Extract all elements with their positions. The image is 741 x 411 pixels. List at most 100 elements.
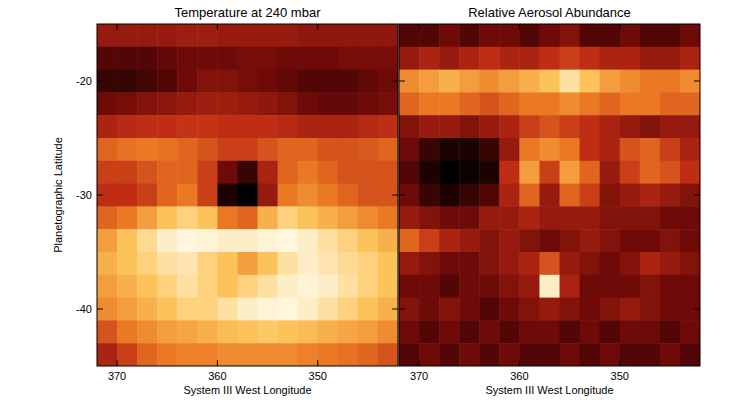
panel-title: Temperature at 240 mbar xyxy=(175,5,322,20)
heatmap-cell xyxy=(680,138,700,161)
heatmap-cell xyxy=(439,229,460,252)
heatmap-cell xyxy=(298,184,319,207)
heatmap-cell xyxy=(479,115,500,138)
y-tick xyxy=(392,309,398,310)
heatmap-cell xyxy=(258,161,279,184)
heatmap-cell xyxy=(97,115,118,138)
heatmap-cell xyxy=(378,206,398,229)
heatmap-cell xyxy=(660,184,681,207)
heatmap-cell xyxy=(278,92,299,115)
heatmap-cell xyxy=(600,343,621,366)
heatmap-cell xyxy=(97,70,118,93)
heatmap-cell xyxy=(680,115,700,138)
heatmap-cell xyxy=(479,298,500,321)
heatmap-cell xyxy=(519,206,540,229)
heatmap-cell xyxy=(97,275,118,298)
heatmap-cell xyxy=(660,70,681,93)
y-tick-label: -40 xyxy=(76,303,92,315)
x-tick xyxy=(619,360,620,366)
x-axis-title: System III West Longitude xyxy=(485,384,613,396)
x-tick xyxy=(217,360,218,366)
heatmap-cell xyxy=(620,47,641,70)
heatmap-cell xyxy=(157,92,178,115)
heatmap-cell xyxy=(499,115,520,138)
heatmap-cell xyxy=(499,24,520,47)
heatmap-cell xyxy=(479,47,500,70)
heatmap-cell xyxy=(258,24,279,47)
heatmap-cell xyxy=(197,343,218,366)
heatmap-cell xyxy=(137,47,158,70)
heatmap-cell xyxy=(539,138,560,161)
heatmap-cell xyxy=(600,70,621,93)
heatmap-cell xyxy=(197,275,218,298)
heatmap-cell xyxy=(258,115,279,138)
heatmap-cell xyxy=(580,298,601,321)
heatmap-cell xyxy=(237,229,258,252)
heatmap-cell xyxy=(580,252,601,275)
heatmap-cell xyxy=(318,275,339,298)
heatmap-cell xyxy=(539,70,560,93)
heatmap-cell xyxy=(680,92,700,115)
heatmap-cell xyxy=(217,161,238,184)
heatmap-cell xyxy=(580,206,601,229)
heatmap-cell xyxy=(620,115,641,138)
heatmap-cell xyxy=(439,298,460,321)
heatmap-cell xyxy=(620,298,641,321)
heatmap-cell xyxy=(519,252,540,275)
heatmap-cell xyxy=(318,47,339,70)
heatmap-cell xyxy=(600,115,621,138)
heatmap-cell xyxy=(560,47,581,70)
y-tick xyxy=(399,81,405,82)
plot-frame xyxy=(399,24,700,366)
heatmap-cell xyxy=(117,275,138,298)
heatmap-cell xyxy=(338,206,359,229)
heatmap-cell xyxy=(117,298,138,321)
heatmap-cell xyxy=(197,138,218,161)
heatmap-cell xyxy=(217,92,238,115)
x-tick-label: 370 xyxy=(108,370,126,382)
heatmap-cell xyxy=(358,275,379,298)
heatmap-cell xyxy=(237,47,258,70)
heatmap-cell xyxy=(519,343,540,366)
heatmap-cell xyxy=(318,115,339,138)
heatmap-cell xyxy=(378,70,398,93)
heatmap-cell xyxy=(338,92,359,115)
heatmap-cell xyxy=(237,275,258,298)
heatmap-cell xyxy=(177,92,198,115)
heatmap-cell xyxy=(560,275,581,298)
heatmap-cell xyxy=(439,92,460,115)
heatmap-cell xyxy=(499,320,520,343)
x-tick-label: 370 xyxy=(410,370,428,382)
heatmap-cell xyxy=(157,320,178,343)
heatmap-cell xyxy=(479,92,500,115)
heatmap-cell xyxy=(117,252,138,275)
y-tick xyxy=(694,81,700,82)
heatmap-cell xyxy=(539,24,560,47)
heatmap-cell xyxy=(399,24,420,47)
heatmap-cell xyxy=(560,343,581,366)
heatmap-cell xyxy=(358,229,379,252)
y-tick xyxy=(694,195,700,196)
heatmap-cell xyxy=(318,298,339,321)
panel-title: Relative Aerosol Abundance xyxy=(468,5,631,20)
heatmap-cell xyxy=(137,138,158,161)
heatmap-cell xyxy=(560,161,581,184)
heatmap-cell xyxy=(640,161,661,184)
heatmap-cell xyxy=(97,229,118,252)
heatmap-cell xyxy=(278,320,299,343)
heatmap-cell xyxy=(137,343,158,366)
heatmap-cell xyxy=(439,320,460,343)
heatmap-cell xyxy=(419,320,440,343)
heatmap-cell xyxy=(399,343,420,366)
heatmap-cell xyxy=(177,206,198,229)
y-axis-title: Planetographic Latitude xyxy=(52,137,64,253)
heatmap-cell xyxy=(157,252,178,275)
heatmap-cell xyxy=(197,206,218,229)
heatmap-cell xyxy=(157,161,178,184)
heatmap-cell xyxy=(318,252,339,275)
heatmap-cell xyxy=(217,24,238,47)
heatmap-cell xyxy=(459,161,480,184)
heatmap-cell xyxy=(378,320,398,343)
heatmap-cell xyxy=(278,298,299,321)
heatmap-cell xyxy=(459,115,480,138)
